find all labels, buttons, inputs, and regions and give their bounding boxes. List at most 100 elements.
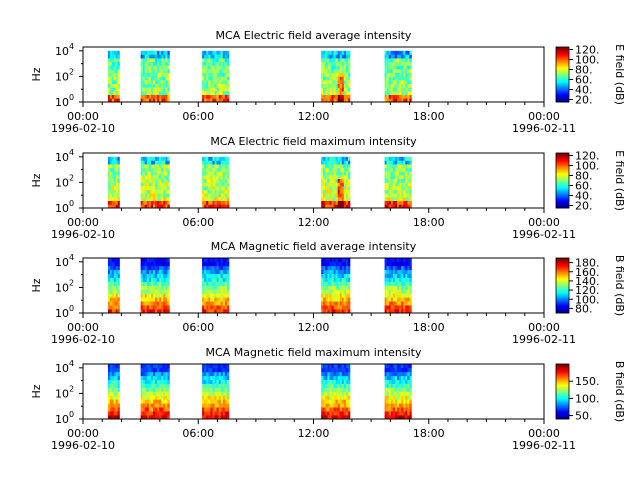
spectrogram-cell — [144, 160, 148, 165]
spectrogram-cell — [390, 171, 394, 176]
spectrogram-cell — [142, 407, 146, 412]
spectrogram-cell — [329, 387, 332, 392]
spectrogram-cell — [337, 175, 341, 180]
spectrogram-cell — [216, 80, 219, 85]
colorbar-label: B field (dB) — [613, 361, 626, 422]
spectrogram-cell — [409, 156, 412, 161]
spectrogram-cell — [212, 167, 215, 172]
spectrogram-cell — [341, 261, 345, 267]
spectrogram-cell — [152, 69, 156, 74]
spectrogram-cell — [163, 76, 166, 81]
spectrogram-cell — [388, 391, 392, 396]
spectrogram-cell — [401, 58, 404, 63]
spectrogram-cell — [220, 265, 224, 271]
spectrogram-cell — [206, 277, 209, 282]
spectrogram-cell — [386, 265, 390, 271]
spectrogram-cell — [113, 305, 116, 310]
spectrogram-cell — [109, 305, 113, 310]
spectrogram-cell — [341, 293, 345, 298]
spectrogram-cell — [325, 164, 328, 169]
spectrogram-cell — [140, 54, 143, 59]
colorbar-step — [556, 263, 569, 266]
spectrogram-cell — [407, 197, 410, 201]
spectrogram-cell — [343, 395, 347, 400]
colorbar-tick-label: 60. — [575, 180, 593, 193]
spectrogram-cell — [220, 69, 224, 74]
spectrogram-cell — [341, 182, 345, 187]
spectrogram-cell — [403, 58, 406, 63]
colorbar-step — [556, 188, 569, 191]
spectrogram-cell — [337, 54, 341, 59]
spectrogram-cell — [214, 407, 217, 412]
spectrogram-cell — [323, 367, 326, 373]
spectrogram-cell — [226, 200, 230, 205]
y-tick-label: 10 — [55, 202, 69, 215]
spectrogram-cell — [152, 197, 156, 201]
spectrogram-cell — [218, 379, 222, 384]
colorbar-step — [556, 396, 569, 398]
spectrogram-cell — [140, 69, 143, 74]
spectrogram-cell — [343, 399, 347, 404]
spectrogram-cell — [409, 58, 412, 63]
spectrogram-cell — [212, 403, 215, 408]
spectrogram-cell — [321, 399, 324, 404]
spectrogram-cell — [323, 50, 326, 55]
colorbar-step — [556, 164, 569, 167]
spectrogram-cell — [403, 395, 406, 400]
spectrogram-cell — [327, 403, 330, 408]
spectrogram-cell — [392, 301, 396, 306]
spectrogram-cell — [335, 411, 338, 416]
spectrogram-cell — [218, 98, 222, 103]
spectrogram-cell — [405, 269, 408, 275]
spectrogram-cell — [345, 285, 349, 290]
spectrogram-cell — [327, 301, 330, 306]
spectrogram-cell — [206, 167, 209, 172]
spectrogram-cell — [329, 273, 332, 278]
spectrogram-cell — [345, 182, 349, 187]
spectrogram-cell — [396, 293, 400, 298]
spectrogram-cell — [407, 69, 410, 74]
spectrogram-cell — [157, 171, 160, 176]
spectrogram-cell — [218, 65, 222, 70]
spectrogram-cell — [403, 94, 406, 99]
spectrogram-cell — [218, 182, 222, 187]
spectrogram-cell — [159, 289, 162, 294]
spectrogram-cell — [226, 69, 230, 74]
spectrogram-cell — [335, 76, 338, 81]
spectrogram-cell — [216, 367, 219, 373]
spectrogram-cell — [394, 171, 398, 176]
spectrogram-cell — [347, 186, 351, 191]
spectrogram-cell — [325, 301, 328, 306]
spectrogram-cell — [150, 305, 154, 310]
spectrogram-cell — [403, 171, 406, 176]
spectrogram-cell — [345, 175, 349, 180]
spectrogram-cell — [159, 87, 162, 92]
spectrogram-cell — [347, 407, 351, 412]
spectrogram-cell — [394, 167, 398, 172]
spectrogram-cell — [407, 87, 410, 92]
spectrogram-cell — [113, 178, 116, 183]
spectrogram-cell — [384, 178, 387, 183]
spectrogram-cell — [146, 273, 150, 278]
spectrogram-cell — [167, 265, 170, 271]
spectrogram-cell — [403, 364, 406, 369]
spectrogram-cell — [142, 178, 146, 183]
spectrogram-cell — [220, 156, 224, 161]
spectrogram-cell — [117, 273, 120, 278]
colorbar-step — [556, 373, 569, 375]
spectrogram-cell — [161, 399, 164, 404]
spectrogram-cell — [409, 197, 412, 201]
colorbar-step — [556, 202, 569, 204]
spectrogram-cell — [208, 309, 211, 314]
spectrogram-cell — [163, 411, 166, 416]
spectrogram-cell — [401, 277, 404, 282]
spectrogram-cell — [325, 54, 328, 59]
spectrogram-cell — [146, 281, 150, 286]
spectrogram-cell — [212, 50, 215, 55]
spectrogram-cell — [407, 204, 410, 209]
spectrogram-cell — [117, 309, 120, 314]
spectrogram-cell — [167, 281, 170, 286]
x-tick-label: 00:00 — [528, 427, 560, 440]
spectrogram-cell — [117, 395, 120, 400]
